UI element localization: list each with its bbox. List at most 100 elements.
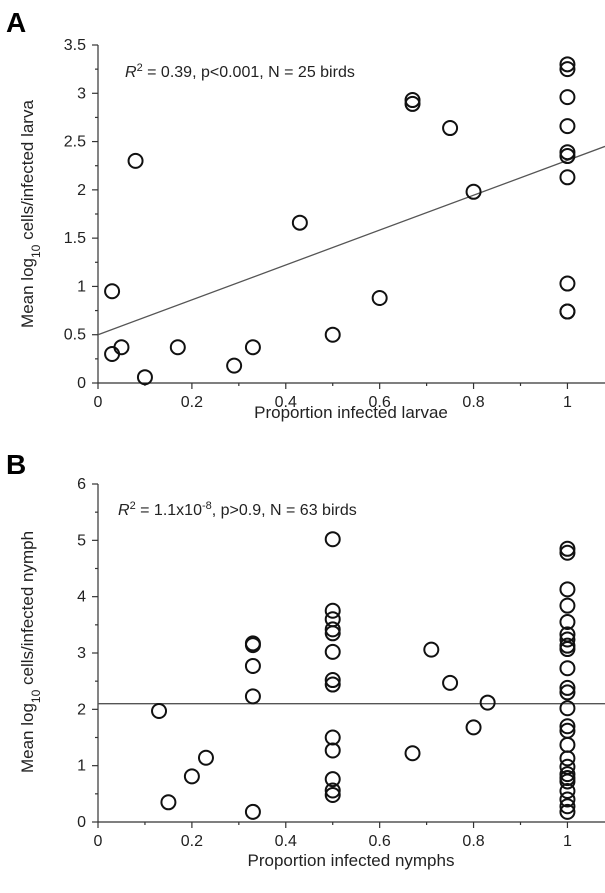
annotation-b: R2 = 1.1x10-8, p>0.9, N = 63 birds [118, 500, 357, 519]
data-point-b [559, 773, 576, 790]
x-tick-label-b: 0.6 [369, 833, 391, 850]
panel-letter-a: A [6, 7, 26, 38]
data-point-b [324, 676, 341, 693]
data-point-a [559, 148, 576, 165]
y-tick-label-b: 2 [77, 701, 86, 718]
y-tick-label-a: 3 [77, 85, 86, 102]
y-axis-label-b-rest: cells/infected nymph [18, 531, 37, 690]
y-tick-label-b: 3 [77, 645, 86, 662]
data-point-a [442, 120, 459, 137]
annotation-a-rest: = 0.39, p<0.001, N = 25 birds [143, 64, 355, 81]
data-point-b [559, 684, 576, 701]
y-axis-label-a-sub: 10 [29, 244, 43, 258]
y-tick-label-b: 0 [77, 814, 86, 831]
annotation-b-mid: = 1.1x10 [136, 502, 202, 519]
data-point-b [559, 736, 576, 753]
data-point-b [151, 703, 168, 720]
data-point-a [244, 339, 261, 356]
data-point-a [136, 369, 153, 386]
data-point-b [324, 672, 341, 689]
data-point-b [324, 602, 341, 619]
data-point-a [113, 339, 130, 356]
y-axis-label-b: Mean log10 cells/infected nymph [18, 531, 43, 773]
panel-letter-b: B [6, 449, 26, 480]
data-point-b [442, 674, 459, 691]
annotation-b-rest: , p>0.9, N = 63 birds [212, 502, 357, 519]
data-point-b [559, 631, 576, 648]
data-point-b [559, 679, 576, 696]
data-point-a [559, 169, 576, 186]
data-point-b [324, 771, 341, 788]
y-tick-label-a: 3.5 [64, 37, 86, 54]
x-tick-label-b: 0.4 [275, 833, 297, 850]
y-tick-label-a: 2.5 [64, 134, 86, 151]
data-point-a [404, 95, 421, 112]
y-tick-label-a: 1 [77, 278, 86, 295]
data-point-b [559, 660, 576, 677]
data-point-a [127, 152, 144, 169]
data-point-b [559, 597, 576, 614]
trend-line-a [97, 145, 605, 336]
y-tick-label-a: 2 [77, 182, 86, 199]
data-point-b [324, 782, 341, 799]
data-point-b [324, 625, 341, 642]
y-axis-label-a-rest: cells/infected larva [18, 100, 37, 245]
data-point-a [465, 183, 482, 200]
data-point-a [559, 118, 576, 135]
data-point-a [559, 89, 576, 106]
y-axis-label-b-main: Mean log [18, 703, 37, 773]
data-point-a [324, 326, 341, 343]
data-point-b [559, 614, 576, 631]
data-point-b [559, 718, 576, 735]
data-point-b [324, 621, 341, 638]
x-tick-label-b: 0 [94, 833, 103, 850]
data-point-a [226, 357, 243, 374]
data-point-b [244, 657, 261, 674]
data-point-b [559, 750, 576, 767]
data-point-a [559, 61, 576, 78]
x-tick-label-a: 1 [563, 394, 572, 411]
y-axis-label-a-main: Mean log [18, 258, 37, 328]
annotation-b-sup: 2 [130, 500, 136, 512]
data-point-b [559, 798, 576, 815]
data-point-b [559, 791, 576, 808]
x-tick-label-b: 1 [563, 833, 572, 850]
annotation-a-sup: 2 [137, 62, 143, 74]
y-tick-label-b: 5 [77, 532, 86, 549]
data-point-b [244, 803, 261, 820]
annotation-a-r: R [125, 64, 137, 81]
data-point-b [324, 729, 341, 746]
data-point-b [423, 641, 440, 658]
data-point-a [169, 339, 186, 356]
data-point-b [244, 688, 261, 705]
data-point-b [404, 745, 421, 762]
data-point-b [183, 768, 200, 785]
data-point-b [559, 540, 576, 557]
x-tick-label-a: 0.2 [181, 394, 203, 411]
data-point-b [324, 643, 341, 660]
data-point-a [291, 214, 308, 231]
data-point-b [324, 531, 341, 548]
data-point-b [559, 766, 576, 783]
data-point-b [479, 694, 496, 711]
data-point-b [244, 637, 261, 654]
annotation-b-sup2: -8 [202, 500, 212, 512]
data-point-a [559, 56, 576, 73]
data-point-b [160, 794, 177, 811]
x-axis-label-b: Proportion infected nymphs [248, 851, 455, 870]
x-tick-label-b: 0.8 [462, 833, 484, 850]
data-point-b [465, 719, 482, 736]
data-point-b [559, 700, 576, 717]
data-point-b [559, 641, 576, 658]
data-point-b [197, 749, 214, 766]
x-tick-label-a: 0.6 [369, 394, 391, 411]
x-axis-label-a: Proportion infected larvae [254, 403, 448, 422]
y-tick-label-b: 6 [77, 476, 86, 493]
x-tick-label-a: 0 [94, 394, 103, 411]
data-point-b [559, 803, 576, 820]
data-point-a [104, 283, 121, 300]
y-tick-label-b: 4 [77, 589, 86, 606]
annotation-a: R2 = 0.39, p<0.001, N = 25 birds [125, 62, 355, 81]
